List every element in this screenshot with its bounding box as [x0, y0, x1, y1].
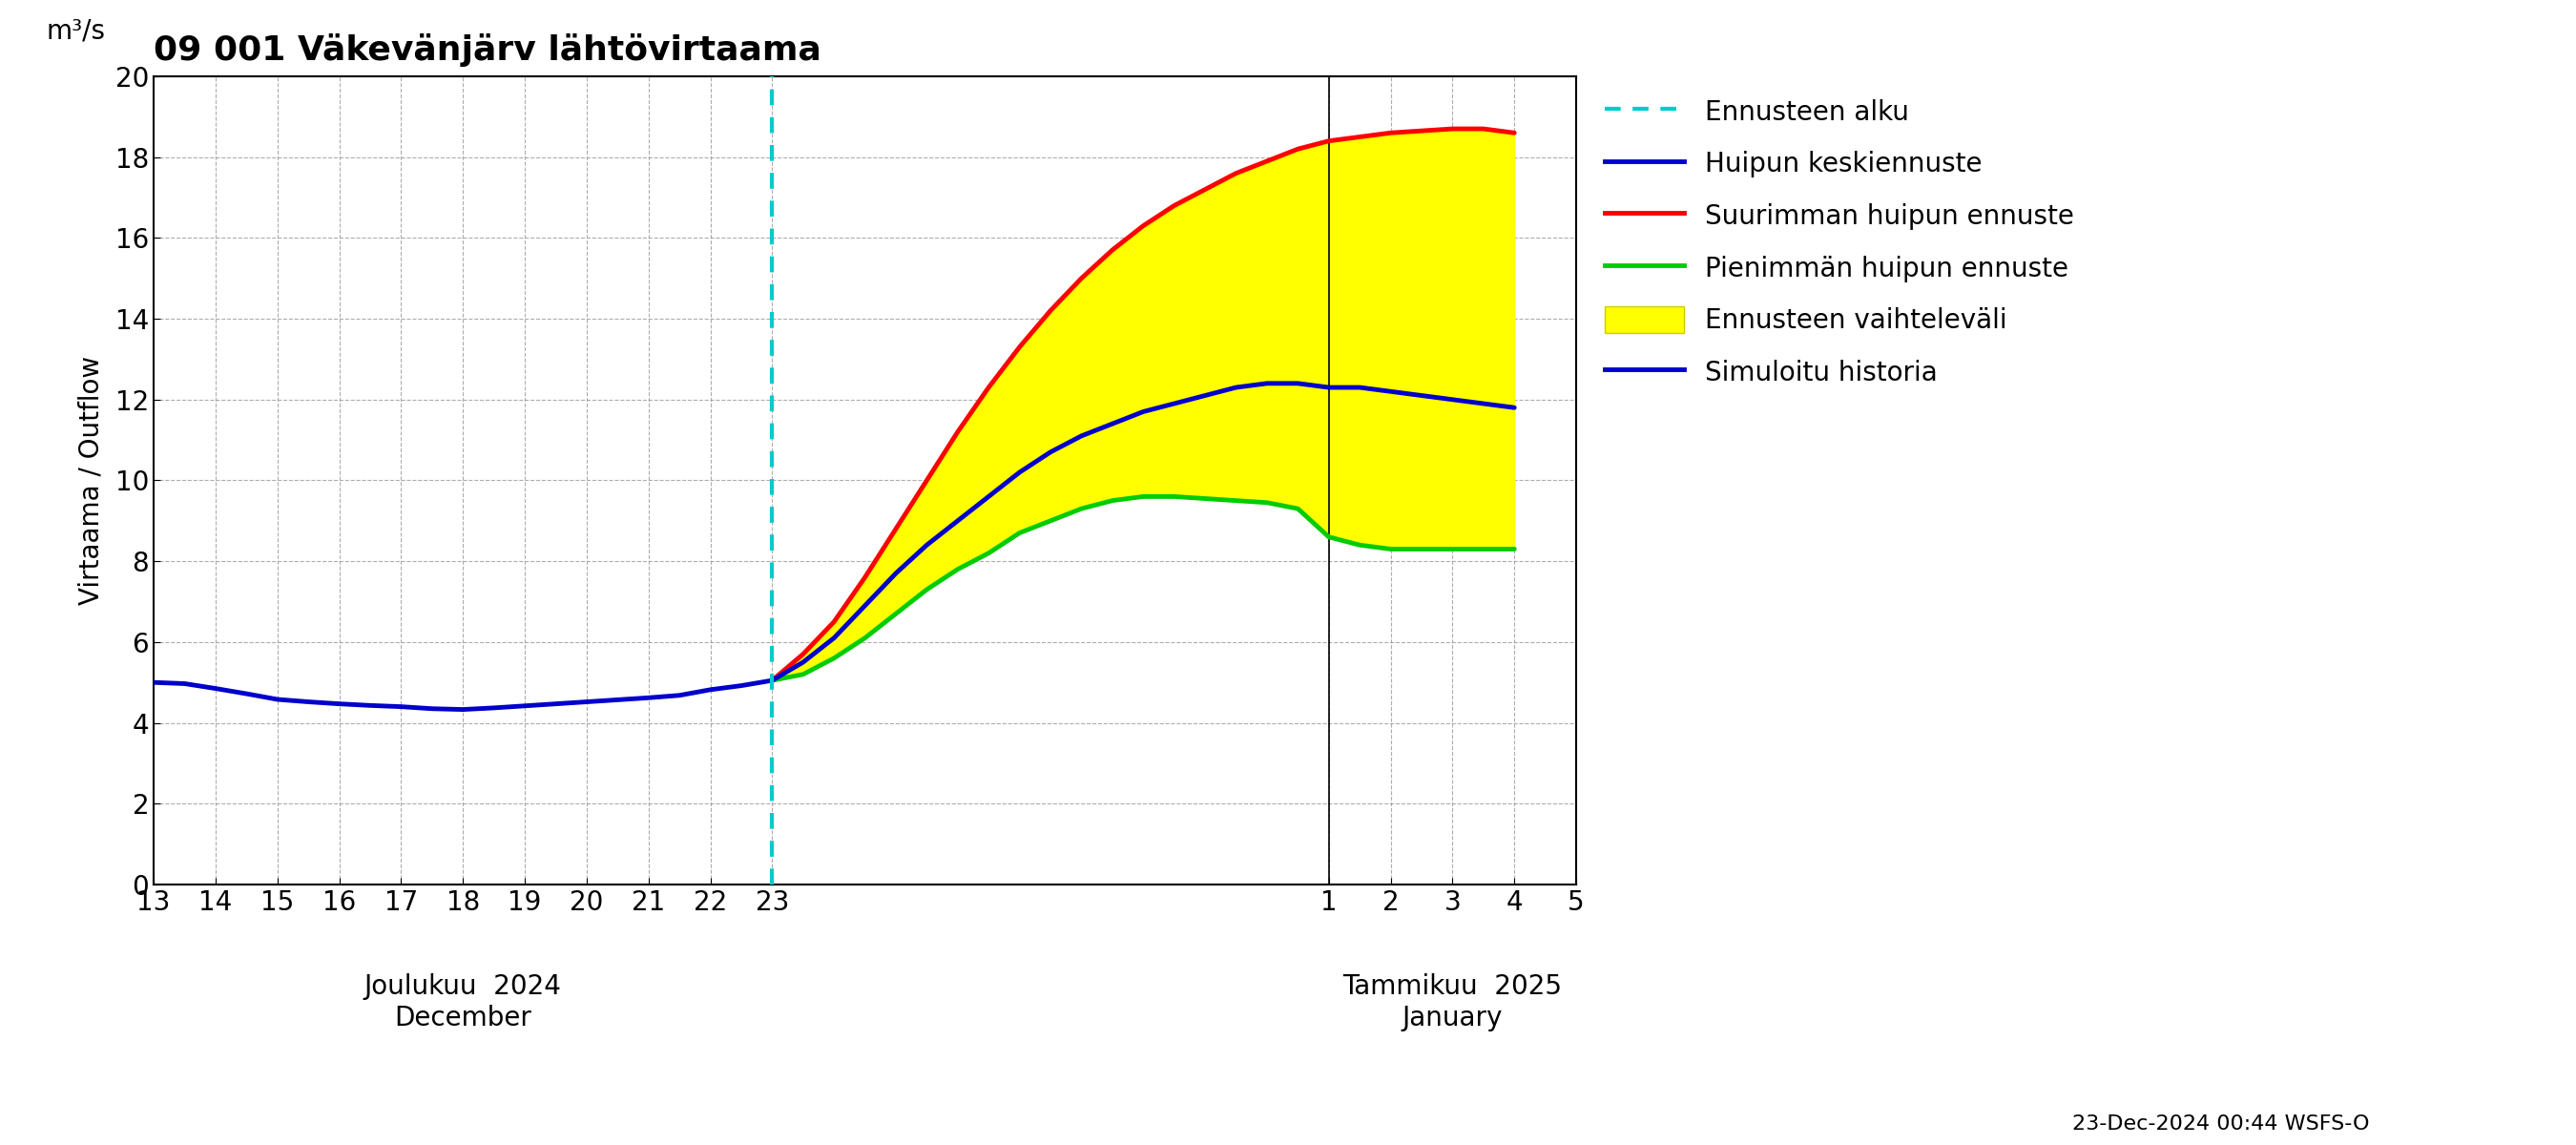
Legend: Ennusteen alku, Huipun keskiennuste, Suurimman huipun ennuste, Pienimmän huipun : Ennusteen alku, Huipun keskiennuste, Suu…	[1597, 89, 2081, 394]
Text: Tammikuu  2025
January: Tammikuu 2025 January	[1342, 973, 1561, 1030]
Text: Joulukuu  2024
December: Joulukuu 2024 December	[363, 973, 562, 1030]
Text: 23-Dec-2024 00:44 WSFS-O: 23-Dec-2024 00:44 WSFS-O	[2074, 1114, 2370, 1134]
Text: 09 001 Väkevänjärv lähtövirtaama: 09 001 Väkevänjärv lähtövirtaama	[155, 33, 822, 68]
Y-axis label: Virtaama / Outflow: Virtaama / Outflow	[77, 356, 106, 605]
Text: m³/s: m³/s	[46, 17, 106, 44]
